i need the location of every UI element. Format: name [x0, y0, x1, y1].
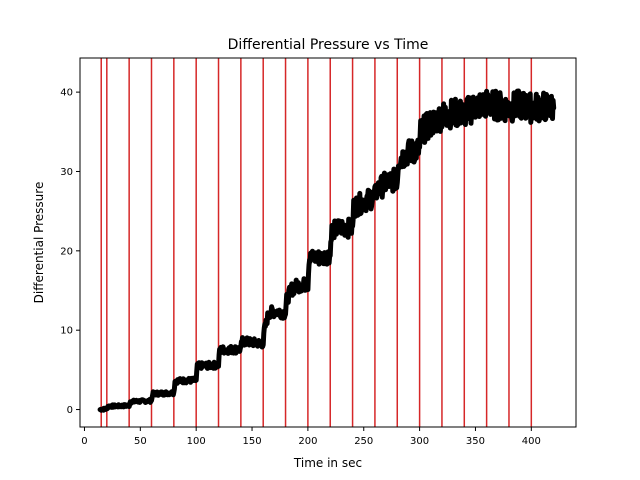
- y-tick-label: 0: [67, 405, 73, 416]
- series-line: [97, 88, 557, 413]
- y-tick-label: 40: [60, 88, 73, 99]
- chart-title: Differential Pressure vs Time: [228, 37, 429, 53]
- x-tick-label: 50: [134, 436, 147, 447]
- plot-frame: [79, 57, 577, 428]
- y-axis-ticks: 0 10 20 30 40: [60, 88, 80, 416]
- x-tick-label: 0: [81, 436, 87, 447]
- x-axis-label: Time in sec: [293, 456, 362, 470]
- y-tick-label: 20: [60, 246, 73, 257]
- data-series: [97, 88, 557, 413]
- x-tick-label: 400: [522, 436, 541, 447]
- x-axis-ticks: 0 50 100 150 200 250 300 350 400: [81, 427, 541, 447]
- x-tick-label: 350: [466, 436, 485, 447]
- x-tick-label: 100: [187, 436, 206, 447]
- x-tick-label: 150: [242, 436, 261, 447]
- x-tick-label: 200: [298, 436, 317, 447]
- x-tick-label: 300: [410, 436, 429, 447]
- y-axis-label: Differential Pressure: [32, 182, 46, 304]
- vertical-marker-lines: [100, 58, 533, 427]
- y-tick-label: 10: [60, 326, 73, 337]
- x-tick-label: 250: [354, 436, 373, 447]
- y-tick-label: 30: [60, 167, 73, 178]
